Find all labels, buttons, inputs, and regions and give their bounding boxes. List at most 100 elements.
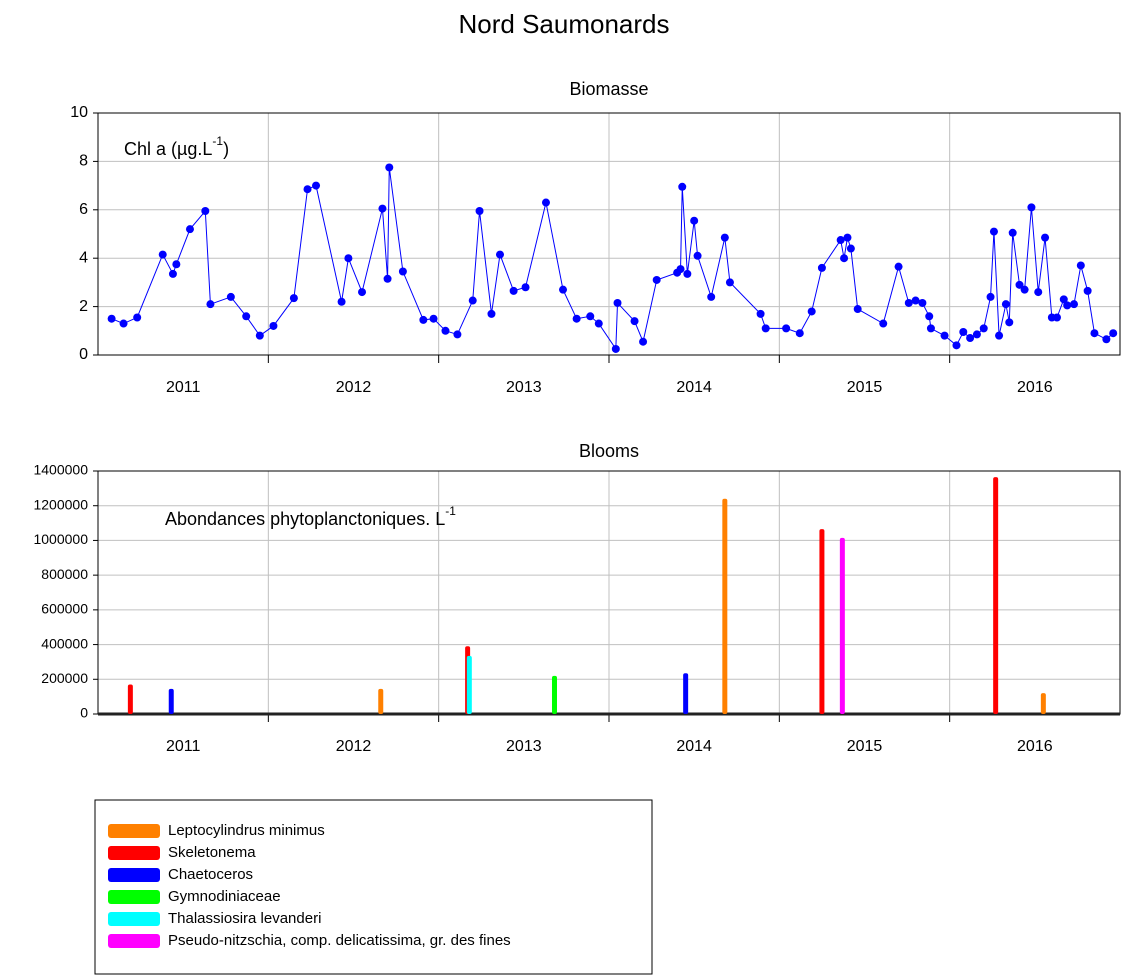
legend-swatch [108,912,160,926]
data-point [358,288,367,297]
bar [993,477,999,714]
data-point [1008,228,1017,237]
data-point [639,337,648,346]
data-point [995,331,1004,340]
data-point [630,317,639,326]
data-point [1102,335,1111,344]
data-point [966,334,975,343]
data-point [904,298,913,307]
annotation-after: ) [223,139,229,159]
data-point [289,294,298,303]
data-point [429,314,438,323]
y-tick-label: 0 [79,346,88,363]
annotation-text: Abondances phytoplanctoniques. L [165,509,445,529]
legend-label: Pseudo-nitzschia, comp. delicatissima, g… [168,932,511,949]
data-point [925,312,934,321]
legend-swatch [108,824,160,838]
data-point [989,227,998,236]
bar [819,529,825,714]
data-point [509,286,518,295]
bar [168,688,174,714]
data-point [1076,261,1085,270]
data-point [911,296,920,305]
bar [1040,693,1046,714]
data-point [676,265,685,274]
data-point [453,330,462,339]
x-tick-label: 2013 [506,738,542,755]
data-point [1001,300,1010,309]
data-point [337,297,346,306]
data-point [879,319,888,328]
data-point [383,274,392,283]
data-point [586,312,595,321]
data-point [979,324,988,333]
data-point [107,314,116,323]
legend-label: Thalassiosira levanderi [168,910,321,927]
data-point [720,233,729,242]
data-point [541,198,550,207]
data-point [475,207,484,216]
data-point [133,313,142,322]
data-point [255,331,264,340]
data-point [795,329,804,338]
x-tick-label: 2012 [336,738,372,755]
chart-title: Biomasse [569,79,648,99]
data-point [1059,295,1068,304]
chart-title: Blooms [579,441,639,461]
data-point [926,324,935,333]
data-point [952,341,961,350]
bar [378,688,384,714]
data-point [972,330,981,339]
data-point [959,328,968,337]
legend-swatch [108,934,160,948]
bar [683,673,689,714]
data-point [1020,285,1029,294]
x-tick-label: 2014 [676,379,712,396]
data-point [853,305,862,314]
data-point [707,292,716,301]
data-point [206,300,215,309]
bar [722,498,728,714]
bar [839,537,845,714]
bar [551,675,557,714]
legend-box [94,799,653,975]
y-tick-label: 0 [80,705,88,721]
data-point [782,324,791,333]
legend-label: Leptocylindrus minimus [168,822,325,839]
annotation-sup: -1 [212,134,223,148]
data-point [1090,329,1099,338]
y-tick-label: 6 [79,201,88,218]
y-tick-label: 1200000 [33,496,88,512]
data-point [725,278,734,287]
y-tick-label: 200000 [41,670,88,686]
data-point [1041,233,1050,242]
y-tick-label: 400000 [41,635,88,651]
y-tick-label: 1000000 [33,531,88,547]
data-point [761,324,770,333]
data-point [385,163,394,172]
data-point [168,269,177,278]
data-point [1005,318,1014,327]
data-point [807,307,816,316]
legend-label: Skeletonema [168,844,256,861]
data-point [1052,313,1061,322]
data-point [843,233,852,242]
data-point [756,309,765,318]
x-tick-label: 2016 [1017,379,1053,396]
y-tick-label: 4 [79,249,88,266]
y-tick-label: 1400000 [33,462,88,478]
data-point [398,267,407,276]
data-point [495,250,504,259]
legend-swatch [108,868,160,882]
data-point [846,244,855,253]
data-point [172,260,181,269]
data-point [226,292,235,301]
data-point [303,185,312,194]
data-point [611,344,620,353]
data-point [940,331,949,340]
x-tick-label: 2015 [847,379,883,396]
data-point [1063,301,1072,310]
x-tick-label: 2011 [166,379,201,396]
data-point [378,204,387,213]
